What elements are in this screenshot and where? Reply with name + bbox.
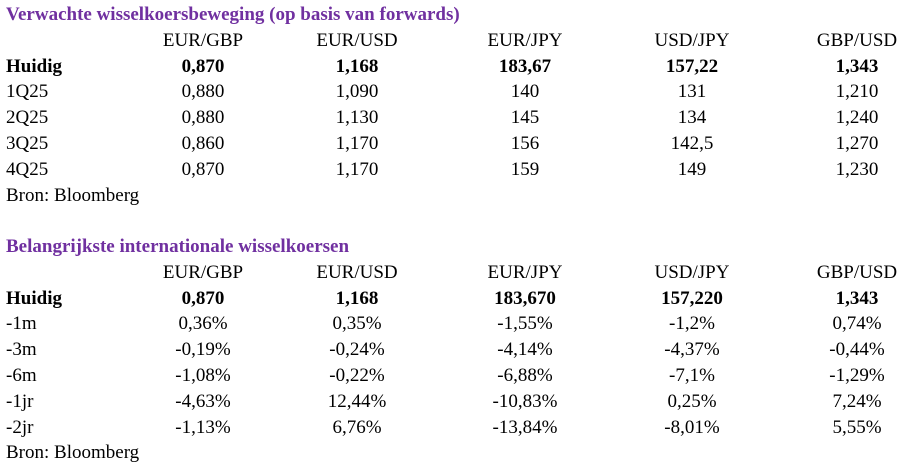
row-label: 3Q25 xyxy=(6,133,49,154)
cell: -10,83% xyxy=(492,390,558,412)
source-note: Bron: Bloomberg xyxy=(6,184,140,206)
cell: 12,44% xyxy=(327,390,387,412)
cell: -0,22% xyxy=(329,365,385,386)
column-header: GBP/USD xyxy=(816,29,898,51)
cell: -1,29% xyxy=(829,365,885,386)
row-label: 2Q25 xyxy=(6,107,49,129)
cell: 1,130 xyxy=(335,107,379,129)
row-label: Huidig xyxy=(6,287,62,309)
cell: 183,67 xyxy=(498,55,552,77)
cell: 140 xyxy=(510,81,540,103)
cell: 183,670 xyxy=(494,287,556,309)
row-label: -3m xyxy=(6,339,37,361)
cell: 1,168 xyxy=(335,287,379,309)
column-header: EUR/GBP xyxy=(162,29,244,51)
column-header: USD/JPY xyxy=(654,29,730,51)
cell: 1,170 xyxy=(335,133,379,154)
cell: 157,22 xyxy=(665,55,719,77)
cell: 0,870 xyxy=(181,287,225,309)
cell: -0,19% xyxy=(175,339,231,361)
column-header: EUR/USD xyxy=(316,261,398,283)
cell: 1,170 xyxy=(335,158,379,180)
column-header: EUR/GBP xyxy=(162,261,244,283)
cell: 0,25% xyxy=(667,390,717,412)
row-label: 4Q25 xyxy=(6,158,49,180)
cell: -4,37% xyxy=(664,339,720,361)
cell: 0,36% xyxy=(178,313,228,335)
cell: 1,168 xyxy=(335,55,379,77)
cell: 0,74% xyxy=(832,313,882,335)
source-note: Bron: Bloomberg xyxy=(6,442,140,464)
cell: -0,44% xyxy=(829,339,885,361)
cell: 1,240 xyxy=(835,107,879,129)
column-header: EUR/USD xyxy=(316,29,398,51)
cell: 0,860 xyxy=(181,133,225,154)
cell: 159 xyxy=(510,158,540,180)
cell: 0,880 xyxy=(181,107,225,129)
cell: -1,13% xyxy=(175,416,231,438)
cell: 142,5 xyxy=(670,133,714,154)
cell: 134 xyxy=(677,107,707,129)
column-header: EUR/JPY xyxy=(487,261,563,283)
cell: 5,55% xyxy=(832,416,882,438)
cell: 1,210 xyxy=(835,81,879,103)
column-header: EUR/JPY xyxy=(487,29,563,51)
column-header: GBP/USD xyxy=(816,261,898,283)
cell: 1,343 xyxy=(835,55,879,77)
cell: -4,14% xyxy=(497,339,553,361)
cell: -1,08% xyxy=(175,365,231,386)
row-label: -1m xyxy=(6,313,37,335)
cell: 157,220 xyxy=(661,287,723,309)
row-label: Huidig xyxy=(6,55,62,77)
column-header: USD/JPY xyxy=(654,261,730,283)
cell: -1,2% xyxy=(669,313,715,335)
cell: 1,270 xyxy=(835,133,879,154)
cell: 0,880 xyxy=(181,81,225,103)
cell: 156 xyxy=(510,133,540,154)
cell: -13,84% xyxy=(492,416,558,438)
row-label: -2jr xyxy=(6,416,34,438)
cell: 7,24% xyxy=(832,390,882,412)
cell: -4,63% xyxy=(175,390,231,412)
cell: -7,1% xyxy=(669,365,715,386)
row-label: 1Q25 xyxy=(6,81,49,103)
row-label: -6m xyxy=(6,365,37,386)
cell: 6,76% xyxy=(332,416,382,438)
cell: 1,090 xyxy=(335,81,379,103)
section-title: Belangrijkste internationale wisselkoers… xyxy=(6,236,350,257)
cell: 0,35% xyxy=(332,313,382,335)
cell: -0,24% xyxy=(329,339,385,361)
cell: 0,870 xyxy=(181,158,225,180)
cell: -8,01% xyxy=(664,416,720,438)
cell: 149 xyxy=(677,158,707,180)
cell: 1,343 xyxy=(835,287,879,309)
row-label: -1jr xyxy=(6,390,34,412)
cell: 0,870 xyxy=(181,55,225,77)
cell: -1,55% xyxy=(497,313,553,335)
cell: 131 xyxy=(677,81,707,103)
cell: -6,88% xyxy=(497,365,553,386)
cell: 1,230 xyxy=(835,158,879,180)
section-title: Verwachte wisselkoersbeweging (op basis … xyxy=(6,4,460,25)
cell: 145 xyxy=(510,107,540,129)
